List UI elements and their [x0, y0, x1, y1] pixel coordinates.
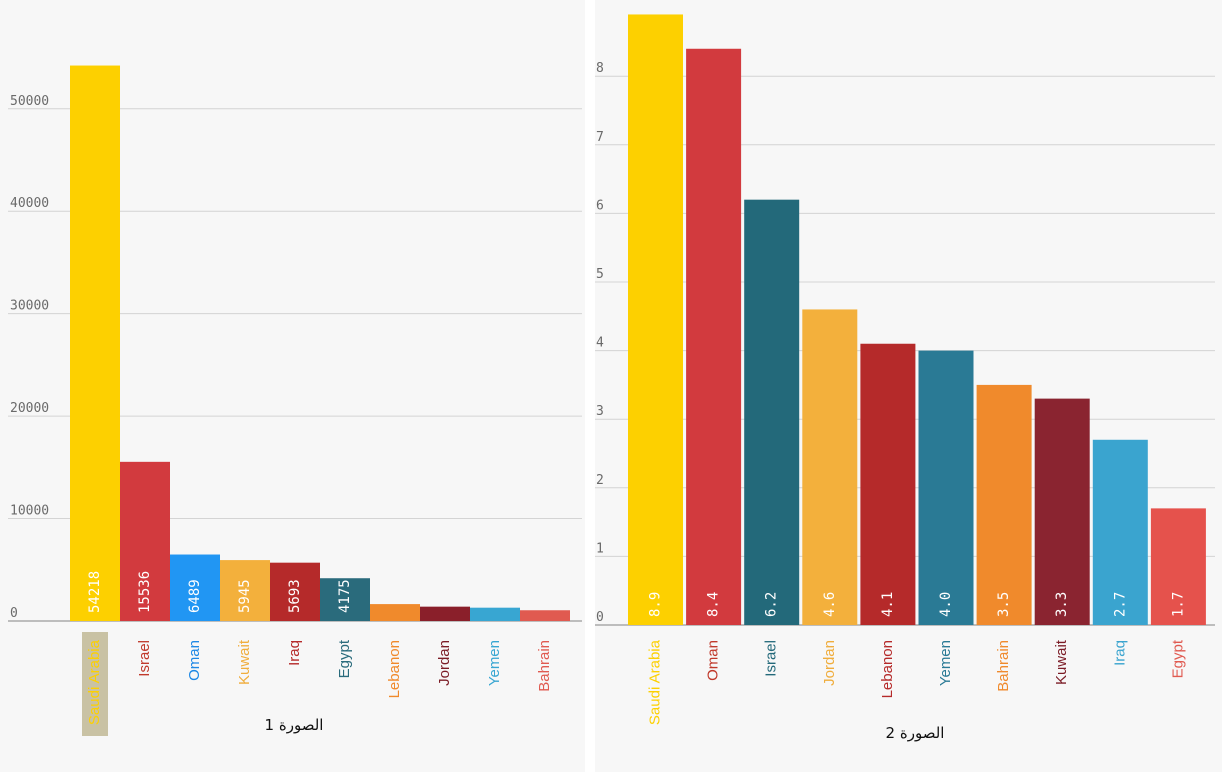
chart-1-value-label: 5945 — [237, 579, 253, 613]
chart-2-category-label: Oman — [705, 640, 722, 681]
chart-1-bar — [470, 607, 520, 621]
chart-2-bar — [802, 309, 858, 625]
chart-2-value-label: 6.2 — [764, 592, 780, 617]
chart-2-value-label: 4.0 — [938, 592, 954, 617]
chart-2-y-tick: 5 — [596, 267, 604, 282]
chart-1-bar — [420, 606, 470, 621]
chart-2-value-label: 8.4 — [706, 592, 722, 617]
chart-2-y-tick: 8 — [596, 61, 604, 76]
chart-2-bar — [744, 199, 800, 625]
chart-2-value-label: 3.3 — [1054, 592, 1070, 617]
chart-2-value-label: 3.5 — [996, 592, 1012, 617]
chart-1-value-label: 15536 — [137, 571, 153, 613]
chart-1: 54218 15536 6489 5945 5693 4175 0 10000 20000 30… — [8, 65, 582, 736]
chart-1-bar — [220, 560, 270, 621]
chart-2-y-tick: 7 — [596, 130, 604, 145]
chart-1-category-label: Israel — [136, 640, 153, 677]
chart-1-bar — [70, 65, 120, 621]
chart-2-category-label: Kuwait — [1053, 639, 1070, 685]
chart-2-bar — [1092, 439, 1148, 625]
chart-1-value-label: 4175 — [337, 579, 353, 613]
chart-2-value-label: 8.9 — [648, 592, 664, 617]
chart-1-category-label: Kuwait — [236, 639, 253, 685]
chart-1-y-tick: 40000 — [10, 196, 49, 211]
chart-2-y-tick: 1 — [596, 541, 604, 556]
chart-1-bar — [170, 554, 220, 621]
chart-1-y-tick: 30000 — [10, 299, 49, 314]
chart-1-bar — [270, 562, 320, 621]
chart-2-category-label: Iraq — [1111, 640, 1128, 666]
chart-1-value-label: 6489 — [187, 579, 203, 613]
chart-2: 8.9 8.4 6.2 4.6 4.1 4.0 3.5 3.3 2.7 1.7 0 1 2 3 4 5 6 7 8… — [595, 14, 1215, 742]
chart-2-y-tick: 4 — [596, 336, 604, 351]
chart-2-category-label: Saudi Arabia — [646, 639, 663, 725]
chart-2-value-label: 4.1 — [880, 592, 896, 617]
chart-2-bar — [976, 384, 1032, 625]
chart-1-bar — [520, 610, 570, 621]
chart-2-value-label: 4.6 — [822, 592, 838, 617]
chart-1-y-tick: 0 — [10, 606, 18, 621]
chart-1-bar — [370, 604, 420, 621]
chart-2-y-tick: 6 — [596, 198, 604, 213]
chart-1-bar — [120, 461, 170, 621]
chart-1-category-label: Egypt — [336, 639, 353, 678]
chart-2-category-label: Israel — [763, 640, 780, 677]
chart-1-caption: الصورة 1 — [265, 716, 324, 734]
chart-1-category-label: Iraq — [286, 640, 303, 666]
chart-1-bar — [320, 578, 370, 621]
chart-2-bar — [628, 14, 683, 625]
chart-1-category-label: Oman — [186, 640, 203, 681]
chart-2-value-label: 2.7 — [1112, 592, 1128, 617]
chart-1-category-highlight — [82, 632, 108, 736]
chart-2-bar — [1150, 508, 1206, 625]
chart-1-y-tick: 20000 — [10, 401, 49, 416]
chart-2-caption: الصورة 2 — [886, 724, 945, 742]
chart-2-category-label: Lebanon — [879, 640, 896, 698]
chart-2-category-label: Bahrain — [995, 640, 1012, 692]
chart-2-value-label: 1.7 — [1170, 592, 1186, 617]
chart-1-value-label: 5693 — [287, 579, 303, 613]
chart-1-category-label: Bahrain — [536, 640, 553, 692]
chart-2-category-label: Egypt — [1169, 639, 1186, 678]
chart-1-category-label: Lebanon — [386, 640, 403, 698]
chart-2-bar — [860, 343, 916, 625]
chart-2-y-tick: 3 — [596, 404, 604, 419]
chart-2-category-label: Yemen — [937, 640, 954, 686]
chart-2-bar — [918, 350, 974, 625]
chart-1-category-label: Yemen — [486, 640, 503, 686]
chart-1-category-label: Saudi Arabia — [86, 639, 103, 725]
chart-2-category-label: Jordan — [821, 640, 838, 686]
chart-2-bar — [686, 48, 742, 625]
chart-2-y-tick: 0 — [596, 610, 604, 625]
chart-1-value-label: 54218 — [87, 571, 103, 613]
chart-1-category-label: Jordan — [436, 640, 453, 686]
chart-1-y-tick: 50000 — [10, 94, 49, 109]
chart-2-bar — [1034, 398, 1090, 625]
chart-2-y-tick: 2 — [596, 473, 604, 488]
chart-1-y-tick: 10000 — [10, 504, 49, 519]
